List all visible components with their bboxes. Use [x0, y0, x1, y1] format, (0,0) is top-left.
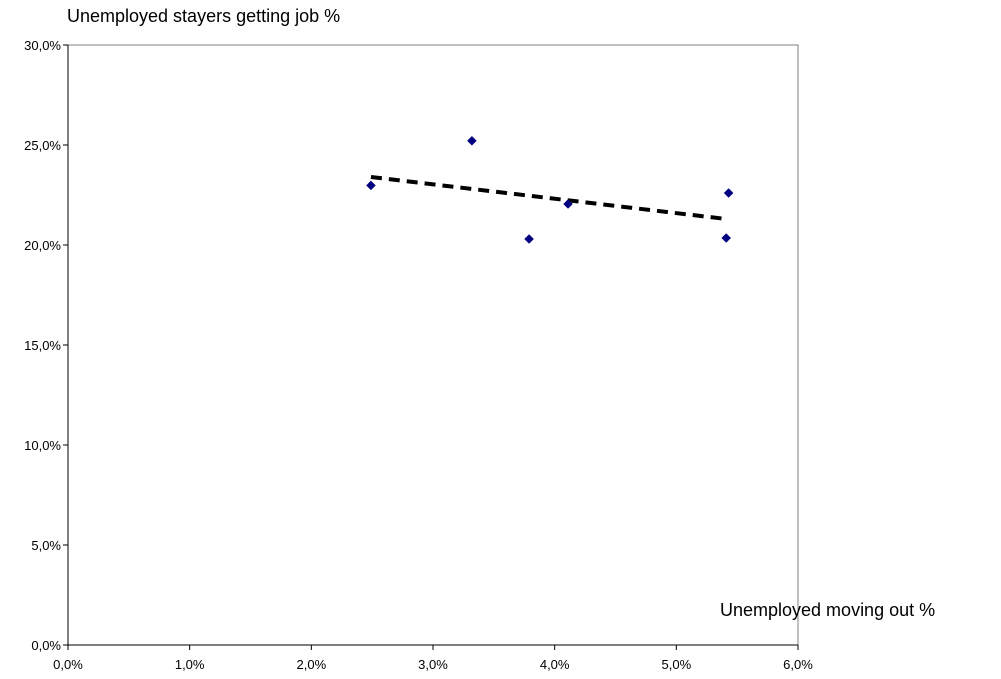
- data-point: [366, 180, 376, 191]
- x-tick-label: 2,0%: [297, 657, 327, 672]
- x-tick-label: 5,0%: [662, 657, 692, 672]
- y-tick-label: 0,0%: [31, 638, 61, 653]
- x-axis-title: Unemployed moving out %: [720, 600, 935, 620]
- x-tick-label: 4,0%: [540, 657, 570, 672]
- x-tick-label: 0,0%: [53, 657, 83, 672]
- trendline: [370, 175, 727, 221]
- x-axis: 0,0% 1,0% 2,0% 3,0% 4,0% 5,0% 6,0%: [53, 644, 813, 672]
- y-axis: 0,0% 5,0% 10,0% 15,0% 20,0% 25,0% 30,0%: [24, 38, 69, 653]
- trendline-layer: [370, 175, 727, 221]
- y-tick-label: 5,0%: [31, 538, 61, 553]
- y-tick-label: 20,0%: [24, 238, 61, 253]
- plot-area: [67, 44, 799, 646]
- y-tick-label: 25,0%: [24, 138, 61, 153]
- x-tick-label: 1,0%: [175, 657, 205, 672]
- y-tick-label: 15,0%: [24, 338, 61, 353]
- x-tick-label: 3,0%: [418, 657, 448, 672]
- data-point: [723, 188, 734, 198]
- y-tick-label: 10,0%: [24, 438, 61, 453]
- data-points: [366, 135, 734, 244]
- y-tick-label: 30,0%: [24, 38, 61, 53]
- x-tick-label: 6,0%: [783, 657, 813, 672]
- data-point: [563, 199, 573, 209]
- y-axis-title: Unemployed stayers getting job %: [67, 6, 340, 26]
- data-point: [721, 233, 732, 243]
- data-point: [524, 234, 534, 244]
- data-point: [467, 135, 477, 146]
